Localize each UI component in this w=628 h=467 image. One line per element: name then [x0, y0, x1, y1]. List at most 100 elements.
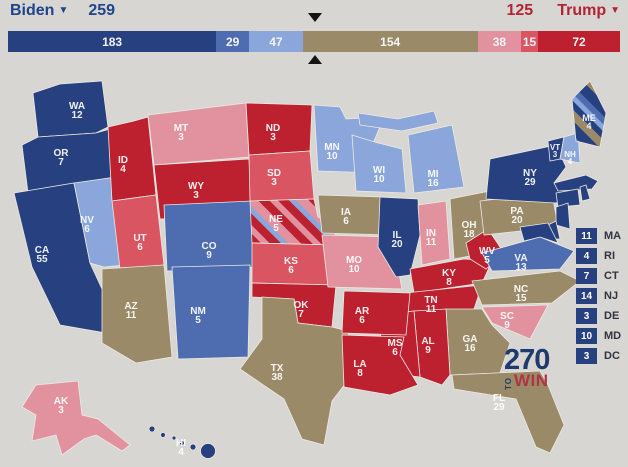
state-ME[interactable] — [571, 80, 607, 148]
electoral-vote-bar: 183 29 47 154 38 15 72 — [8, 31, 620, 52]
state-label-SC: SC 9 — [500, 311, 514, 331]
state-label-KS: KS 6 — [284, 256, 298, 276]
state-label-IA: IA 6 — [341, 207, 351, 227]
state-LA[interactable] — [341, 334, 419, 396]
state-TX[interactable] — [239, 296, 353, 446]
state-label-OK: OK 7 — [294, 300, 310, 320]
logo-270: 270 — [504, 344, 550, 376]
state-label-AZ: AZ 11 — [124, 301, 137, 321]
legend-state-DC[interactable]: 3 DC — [576, 348, 621, 364]
state-NH[interactable] — [559, 132, 581, 164]
legend-ev-box: 3 — [576, 348, 597, 364]
marker-270-top[interactable] — [308, 13, 323, 22]
state-label-AK: AK 3 — [54, 396, 69, 416]
state-label-MO: MO 10 — [346, 255, 362, 275]
state-SC[interactable] — [481, 304, 549, 340]
state-HI[interactable] — [179, 440, 185, 446]
legend-ev-box: 4 — [576, 248, 597, 264]
state-MT[interactable] — [147, 102, 250, 166]
legend-state-MD[interactable]: 10 MD — [576, 328, 621, 344]
legend-state-abbr: DE — [604, 310, 620, 322]
state-UT[interactable] — [111, 194, 165, 270]
legend-state-NJ[interactable]: 14 NJ — [576, 288, 621, 304]
state-label-ME: ME 4 — [582, 113, 596, 131]
marker-270-bottom[interactable] — [308, 55, 323, 64]
bar-segment-lean_trump[interactable]: 38 — [477, 31, 521, 52]
state-MI[interactable] — [407, 124, 465, 194]
state-WI[interactable] — [351, 134, 407, 194]
state-IN[interactable] — [417, 200, 451, 266]
state-label-AL: AL 9 — [421, 336, 434, 356]
state-FL[interactable] — [451, 370, 565, 454]
state-label-TX: TX 38 — [271, 363, 284, 383]
state-CT[interactable] — [555, 188, 581, 208]
state-label-WA: WA 12 — [69, 101, 85, 121]
bar-segment-safe_biden[interactable]: 183 — [8, 31, 217, 52]
state-label-MN: MN 10 — [324, 142, 340, 162]
state-SD[interactable] — [248, 150, 315, 202]
biden-ev-total: 259 — [88, 2, 116, 19]
state-label-ID: ID 4 — [118, 155, 128, 175]
state-HI[interactable] — [160, 432, 166, 438]
state-label-MS: MS 6 — [388, 338, 403, 358]
state-label-AR: AR 6 — [355, 306, 370, 326]
state-KY[interactable] — [409, 258, 493, 294]
state-MD[interactable] — [519, 222, 559, 244]
state-label-OH: OH 18 — [462, 220, 477, 240]
legend-state-CT[interactable]: 7 CT — [576, 268, 621, 284]
chevron-down-icon[interactable]: ▼ — [610, 5, 620, 16]
state-label-NV: NV 6 — [80, 215, 94, 235]
state-label-LA: LA 8 — [353, 359, 366, 379]
state-label-WY: WY 3 — [188, 181, 204, 201]
legend-state-abbr: MD — [604, 330, 622, 342]
state-label-NM: NM 5 — [190, 306, 206, 326]
state-HI[interactable] — [189, 443, 197, 451]
state-label-CA: CA 55 — [35, 245, 49, 265]
legend-state-abbr: NJ — [604, 290, 619, 302]
bar-segment-likely_trump[interactable]: 15 — [520, 31, 539, 52]
legend-state-abbr: RI — [604, 250, 615, 262]
small-states-legend: 11 MA 4 RI 7 CT 14 NJ 3 DE 10 MD 3 DC — [576, 228, 621, 368]
state-label-WI: WI 10 — [373, 165, 385, 185]
state-label-FL: FL 29 — [493, 393, 505, 413]
270towin-logo[interactable]: 270 TO WIN — [504, 344, 550, 391]
state-MI[interactable] — [357, 110, 439, 132]
state-label-NE: NE 5 — [269, 214, 283, 234]
bar-segment-likely_biden[interactable]: 29 — [216, 31, 250, 52]
state-NC[interactable] — [471, 270, 581, 306]
state-label-MI: MI 16 — [427, 169, 439, 189]
state-label-MT: MT 3 — [174, 123, 188, 143]
state-AK[interactable] — [21, 380, 131, 456]
logo-to: TO — [504, 377, 513, 390]
legend-ev-box: 11 — [576, 228, 597, 244]
bar-segment-tossup[interactable]: 154 — [302, 31, 478, 52]
legend-state-DE[interactable]: 3 DE — [576, 308, 621, 324]
state-HI[interactable] — [200, 443, 216, 459]
state-label-VA: VA 13 — [514, 253, 527, 273]
chevron-down-icon[interactable]: ▼ — [58, 5, 69, 16]
bar-segment-safe_trump[interactable]: 72 — [538, 31, 620, 52]
legend-state-RI[interactable]: 4 RI — [576, 248, 621, 264]
legend-ev-box: 14 — [576, 288, 597, 304]
legend-state-MA[interactable]: 11 MA — [576, 228, 621, 244]
legend-state-abbr: MA — [604, 230, 622, 242]
legend-state-abbr: DC — [604, 350, 620, 362]
state-HI[interactable] — [171, 435, 177, 441]
state-NM[interactable] — [171, 264, 251, 360]
state-ID[interactable] — [107, 116, 157, 202]
legend-ev-box: 7 — [576, 268, 597, 284]
state-label-KY: KY 8 — [442, 268, 456, 288]
state-RI[interactable] — [579, 184, 591, 202]
state-MA[interactable] — [553, 174, 599, 192]
state-NJ[interactable] — [555, 202, 571, 230]
state-HI[interactable] — [148, 425, 156, 433]
state-label-UT: UT 6 — [133, 233, 146, 253]
bar-segment-lean_biden[interactable]: 47 — [249, 31, 303, 52]
legend-ev-box: 10 — [576, 328, 597, 344]
trump-dropdown[interactable]: Trump — [557, 2, 607, 19]
state-AR[interactable] — [341, 290, 411, 336]
state-AZ[interactable] — [101, 264, 173, 364]
biden-dropdown[interactable]: Biden — [10, 2, 55, 19]
state-IL[interactable] — [377, 196, 421, 278]
